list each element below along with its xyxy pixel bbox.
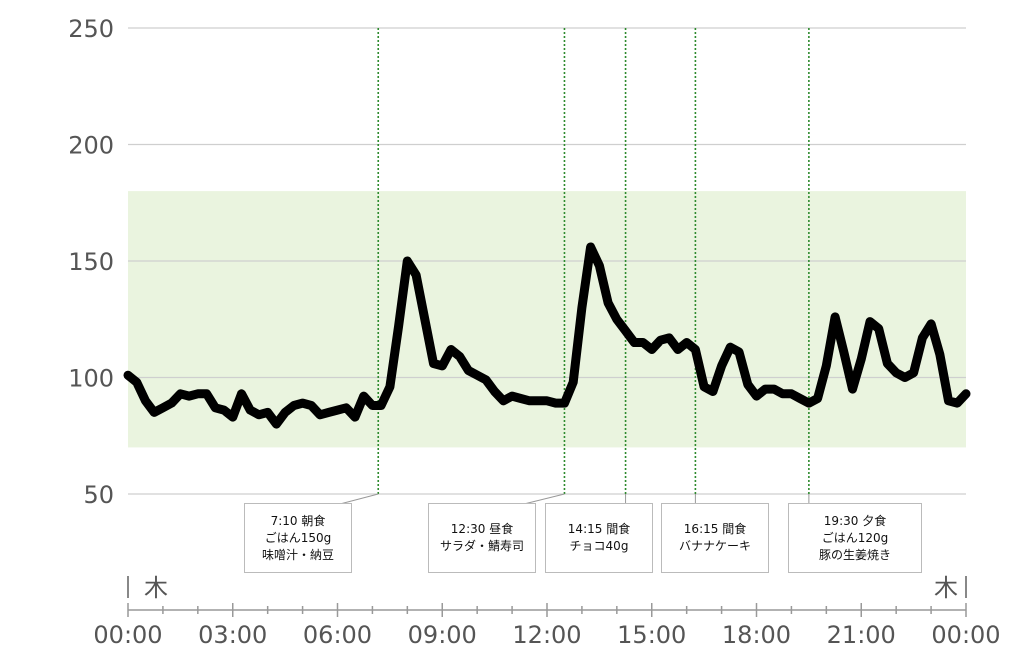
meal-note-line: 14:15 間食 <box>567 522 631 536</box>
meal-note-line: チョコ40g <box>569 539 629 553</box>
x-tick-label: 06:00 <box>303 621 372 649</box>
x-tick-label: 15:00 <box>617 621 686 649</box>
x-tick-label: 18:00 <box>722 621 791 649</box>
callout-pointer <box>523 493 565 505</box>
meal-note: 12:30 昼食 サラダ・鯖寿司 <box>428 503 536 573</box>
meal-note: 19:30 夕食 ごはん120g 豚の生姜焼き <box>788 503 922 573</box>
x-tick-label: 09:00 <box>408 621 477 649</box>
meal-note-line: ごはん120g <box>821 530 889 545</box>
meal-note-line: ごはん150g <box>264 530 332 545</box>
x-tick-label: 00:00 <box>931 621 1000 649</box>
meal-note-line: サラダ・鯖寿司 <box>439 539 524 553</box>
meal-note-line: 12:30 昼食 <box>450 522 514 536</box>
meal-note-line: 7:10 朝食 <box>270 513 326 528</box>
x-tick-label: 03:00 <box>198 621 267 649</box>
meal-note-line: 味噌汁・納豆 <box>261 547 334 562</box>
meal-note-line: バナナケーキ <box>678 539 751 553</box>
x-tick-label: 21:00 <box>827 621 896 649</box>
x-tick-label: 12:00 <box>512 621 581 649</box>
y-tick-label: 100 <box>68 365 114 393</box>
y-tick-label: 150 <box>68 248 114 276</box>
day-label-end: 木 <box>934 574 958 602</box>
day-label-start: 木 <box>144 574 168 602</box>
y-tick-label: 250 <box>68 15 114 43</box>
callout-pointer <box>339 493 379 505</box>
meal-note: 14:15 間食 チョコ40g <box>545 503 653 573</box>
y-tick-label: 200 <box>68 132 114 160</box>
meal-note: 16:15 間食 バナナケーキ <box>661 503 769 573</box>
meal-note: 7:10 朝食 ごはん150g 味噌汁・納豆 <box>244 503 352 573</box>
meal-note-line: 豚の生姜焼き <box>818 547 891 562</box>
x-tick-label: 00:00 <box>93 621 162 649</box>
meal-note-line: 19:30 夕食 <box>823 513 887 528</box>
y-tick-label: 50 <box>83 481 114 509</box>
glucose-series-line <box>123 242 971 429</box>
meal-note-line: 16:15 間食 <box>683 522 747 536</box>
